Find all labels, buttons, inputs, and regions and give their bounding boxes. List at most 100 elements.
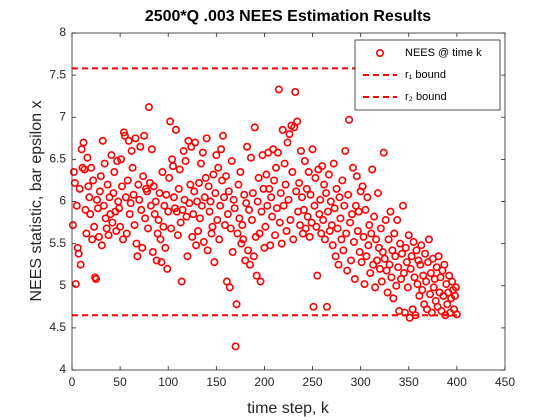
scatter-point [186, 180, 195, 189]
scatter-point [393, 216, 402, 225]
scatter-point [337, 235, 346, 244]
scatter-point [113, 157, 122, 166]
scatter-point [404, 231, 413, 240]
scatter-point [202, 134, 211, 143]
scatter-point [394, 263, 403, 272]
scatter-point [318, 162, 327, 171]
scatter-point [293, 117, 302, 126]
scatter-point [299, 205, 308, 214]
scatter-point [350, 275, 359, 284]
scatter-point [137, 205, 146, 214]
scatter-point [417, 241, 426, 250]
scatter-point [118, 182, 127, 191]
y-tick-label: 5 [59, 278, 66, 292]
scatter-point [179, 146, 188, 155]
scatter-point [133, 252, 142, 261]
scatter-point [154, 216, 163, 225]
scatter-point [302, 184, 311, 193]
y-tick-label: 7 [59, 109, 66, 123]
scatter-point [148, 248, 157, 257]
scatter-point [116, 222, 125, 231]
scatter-point [156, 235, 165, 244]
scatter-point [451, 283, 460, 292]
scatter-point [86, 210, 95, 219]
scatter-point [75, 184, 84, 193]
scatter-point [282, 226, 291, 235]
scatter-point [225, 283, 234, 292]
scatter-point [214, 163, 223, 172]
scatter-point [368, 165, 377, 174]
scatter-point [228, 248, 237, 257]
scatter-point [160, 201, 169, 210]
scatter-point [339, 246, 348, 255]
scatter-point [164, 207, 173, 216]
legend-label: r₁ bound [405, 69, 446, 81]
scatter-point [178, 205, 187, 214]
scatter-point [110, 168, 119, 177]
scatter-point [167, 224, 176, 233]
scatter-point [220, 221, 229, 230]
scatter-point [384, 235, 393, 244]
scatter-point [149, 182, 158, 191]
scatter-point [370, 212, 379, 221]
scatter-point [159, 222, 168, 231]
scatter-point [98, 136, 107, 145]
scatter-point [279, 201, 288, 210]
scatter-point [392, 281, 401, 290]
scatter-point [399, 201, 408, 210]
scatter-point [267, 193, 276, 202]
scatter-point [205, 207, 214, 216]
scatter-point [77, 145, 86, 154]
scatter-point [241, 256, 250, 265]
scatter-point [129, 190, 138, 199]
scatter-point [231, 342, 240, 351]
y-tick-label: 4.5 [49, 320, 66, 334]
scatter-point [322, 189, 331, 198]
scatter-point [239, 235, 248, 244]
scatter-point [229, 195, 238, 204]
scatter-point [230, 204, 239, 213]
scatter-point [317, 229, 326, 238]
scatter-point [332, 184, 341, 193]
scatter-point [72, 201, 81, 210]
scatter-point [273, 148, 282, 157]
scatter-point [381, 216, 390, 225]
y-axis-label: NEES statistic, bar epsilon x [28, 101, 45, 302]
scatter-point [329, 159, 338, 168]
scatter-point [450, 291, 459, 300]
scatter-point [427, 308, 436, 317]
scatter-point [204, 182, 213, 191]
scatter-point [68, 221, 77, 230]
scatter-point [322, 302, 331, 311]
scatter-point [152, 256, 161, 265]
scatter-point [315, 210, 324, 219]
scatter-point [284, 195, 293, 204]
scatter-point [250, 123, 259, 132]
scatter-point [125, 210, 134, 219]
scatter-point [335, 193, 344, 202]
scatter-point [203, 246, 212, 255]
scatter-point [249, 252, 258, 261]
scatter-point [169, 162, 178, 171]
scatter-point [390, 229, 399, 238]
scatter-point [138, 243, 147, 252]
scatter-point [83, 153, 92, 162]
scatter-point [362, 252, 371, 261]
scatter-point [379, 148, 388, 157]
scatter-point [147, 145, 156, 154]
scatter-point [271, 163, 280, 172]
scatter-point [181, 157, 190, 166]
scatter-point [326, 197, 335, 206]
scatter-point [242, 199, 251, 208]
y-tick-label: 6.5 [49, 152, 66, 166]
scatter-point [403, 283, 412, 292]
scatter-point [215, 235, 224, 244]
scatter-point [81, 205, 90, 214]
scatter-point [406, 264, 415, 273]
scatter-point [367, 229, 376, 238]
scatter-point [103, 180, 112, 189]
scatter-point [432, 263, 441, 272]
scatter-point [174, 184, 183, 193]
scatter-point [248, 189, 257, 198]
scatter-point [119, 128, 128, 137]
